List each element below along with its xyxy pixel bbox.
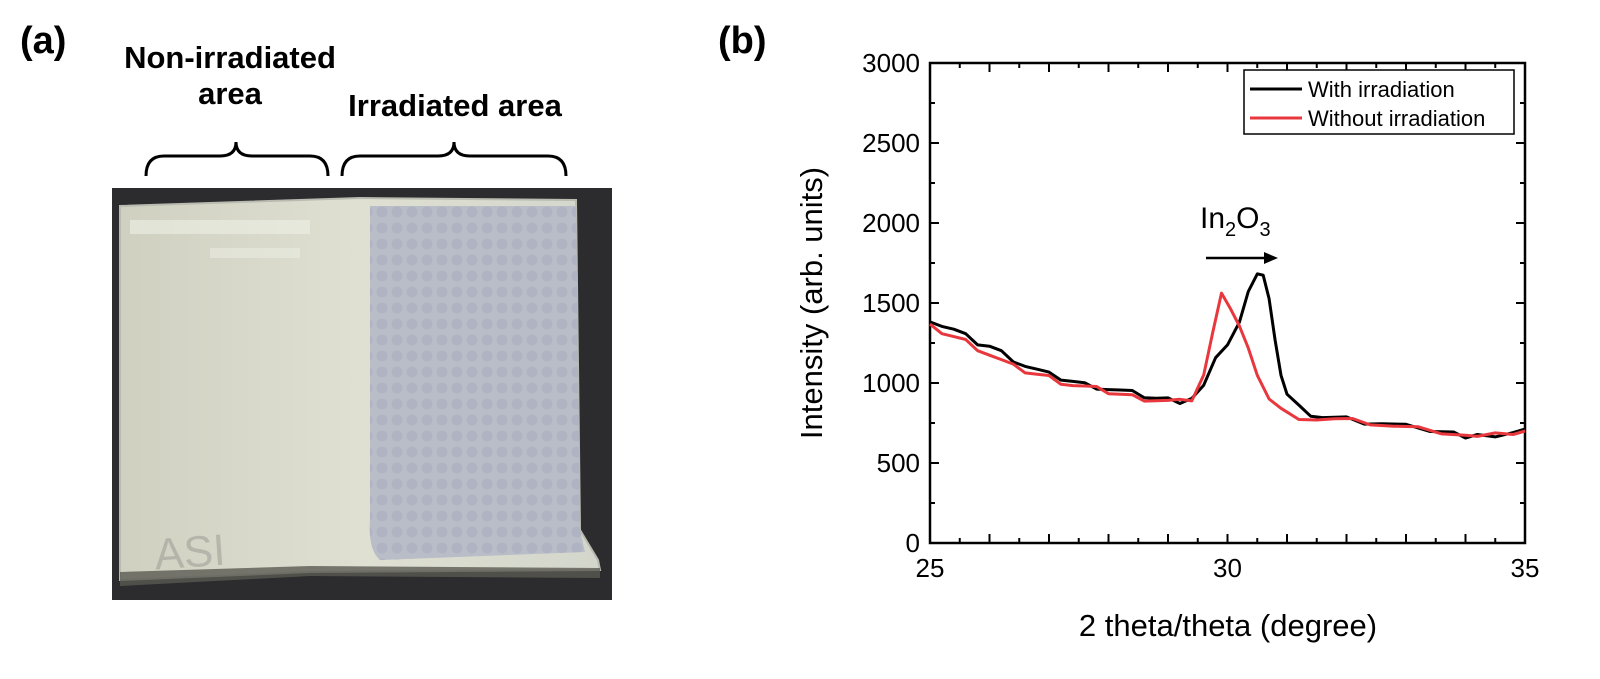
xrd-chart: 25 30 35 0 500 1000 1500 2000 2500 3000 In2O3 Wit… (794, 48, 1539, 643)
annotation-sub-2: 2 (1225, 219, 1236, 241)
shift-arrow-head (1264, 252, 1278, 264)
non-irradiated-caption: Non-irradiated area (95, 40, 365, 111)
glare-highlight-2 (210, 248, 300, 258)
substrate-bottom-edge (120, 566, 600, 586)
sample-photo: ASI (112, 141, 612, 600)
x-tick-label: 25 (916, 553, 945, 583)
y-tick-label: 1000 (862, 368, 920, 398)
y-tick-label: 3000 (862, 48, 920, 78)
series-line-without-irradiation (929, 291, 1526, 438)
bracket-non-irradiated (144, 141, 330, 177)
svg-text:In2O3: In2O3 (1200, 202, 1271, 241)
y-tick-label: 1500 (862, 288, 920, 318)
in2o3-annotation: In2O3 (1200, 202, 1278, 264)
chart-axes: 25 30 35 0 500 1000 1500 2000 2500 3000 (862, 48, 1539, 583)
bracket-irradiated (340, 141, 568, 177)
x-axis-label: 2 theta/theta (degree) (1079, 608, 1377, 643)
annotation-sub-3: 3 (1260, 219, 1271, 241)
irradiated-caption: Irradiated area (348, 88, 562, 123)
panel-a-label: (a) (20, 20, 67, 62)
non-irradiated-caption-line2: area (198, 75, 262, 111)
legend-label: Without irradiation (1308, 106, 1485, 131)
legend-label: With irradiation (1308, 77, 1455, 102)
x-tick-label: 30 (1213, 553, 1242, 583)
y-tick-label: 2500 (862, 128, 920, 158)
annotation-o: O (1236, 202, 1259, 235)
x-tick-label: 35 (1511, 553, 1540, 583)
y-tick-label: 500 (877, 448, 920, 478)
legend-box (1243, 69, 1515, 135)
annotation-in: In (1200, 202, 1225, 235)
panel-b-label: (b) (718, 20, 767, 62)
series-layer (929, 272, 1526, 440)
series-line-with-irradiation (929, 272, 1526, 440)
sample-marking: ASI (153, 526, 227, 580)
y-axis-label: Intensity (arb. units) (794, 167, 829, 439)
y-tick-label: 0 (906, 528, 920, 558)
irradiated-pattern (369, 206, 585, 560)
chart-legend: With irradiation Without irradiation (1243, 69, 1515, 135)
glare-highlight (130, 220, 310, 234)
y-tick-label: 2000 (862, 208, 920, 238)
non-irradiated-caption-line1: Non-irradiated (124, 40, 336, 75)
